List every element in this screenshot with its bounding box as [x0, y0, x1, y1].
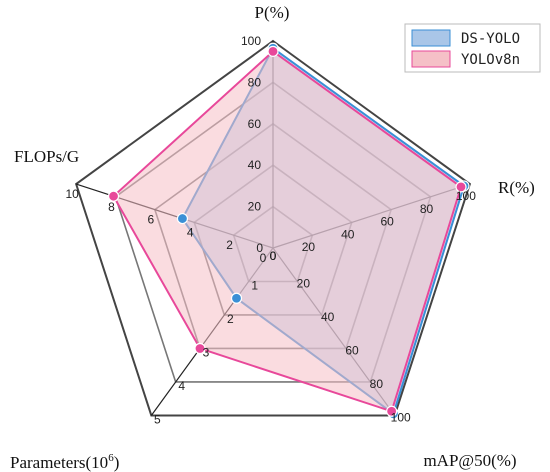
tick-label: 20 — [302, 240, 316, 254]
legend: DS-YOLO YOLOv8n — [404, 23, 541, 73]
tick-label: 0 — [270, 249, 277, 263]
tick-label: 100 — [391, 410, 411, 424]
tick-label: 6 — [148, 213, 155, 227]
legend-swatch-ds-yolo — [411, 29, 451, 47]
legend-label-yolov8n: YOLOv8n — [461, 52, 520, 68]
tick-label: 0 — [270, 249, 277, 263]
tick-label: 1 — [251, 278, 258, 292]
tick-label: 4 — [187, 225, 194, 239]
tick-label: 60 — [248, 117, 262, 131]
tick-label: 60 — [345, 343, 359, 357]
tick-label: 8 — [108, 200, 115, 214]
legend-swatch-yolov8n — [411, 50, 451, 68]
axis-title-4: FLOPs/G — [14, 147, 79, 166]
tick-label: 20 — [297, 276, 311, 290]
tick-label: 2 — [226, 238, 233, 252]
tick-label: 100 — [241, 34, 261, 48]
tick-label: 0 — [270, 249, 277, 263]
data-point-yolov8n-3 — [194, 342, 206, 355]
tick-label: 4 — [178, 379, 185, 393]
tick-label: 2 — [227, 312, 234, 326]
axis-title-0: P(%) — [255, 3, 290, 22]
axis-title-3: Parameters(106) — [10, 452, 119, 472]
tick-label: 40 — [321, 310, 335, 324]
data-point-ds-yolo-3 — [230, 292, 243, 304]
tick-label: 20 — [248, 200, 262, 214]
data-point-yolov8n-4 — [107, 190, 120, 202]
tick-label: 60 — [380, 215, 394, 229]
series-area-yolov8n — [112, 50, 463, 413]
data-point-yolov8n-2 — [386, 405, 398, 417]
tick-label: 80 — [248, 75, 262, 89]
tick-label: 100 — [456, 189, 476, 203]
tick-label: 80 — [370, 377, 384, 391]
grid-ring-5 — [74, 39, 472, 417]
axis-titles: P(%) R(%) mAP@50(%) Parameters(106) FLOPs/G — [10, 3, 535, 472]
legend-label-ds-yolo: DS-YOLO — [461, 31, 520, 47]
tick-label: 0 — [256, 241, 263, 255]
series-layer — [107, 42, 470, 420]
tick-label: 40 — [341, 227, 355, 241]
tick-label: 5 — [154, 412, 161, 426]
axis-title-1: R(%) — [498, 178, 535, 197]
tick-labels: 0204060801000204060801000204060801000123… — [65, 34, 476, 426]
data-point-ds-yolo-4 — [176, 212, 189, 225]
tick-label: 10 — [65, 187, 79, 201]
tick-label: 0 — [260, 251, 267, 265]
data-point-yolov8n-0 — [267, 45, 279, 57]
axis-title-2: mAP@50(%) — [423, 451, 516, 470]
tick-label: 40 — [248, 158, 262, 172]
data-point-yolov8n-1 — [455, 181, 467, 193]
tick-label: 80 — [420, 202, 434, 216]
tick-label: 3 — [203, 345, 210, 359]
